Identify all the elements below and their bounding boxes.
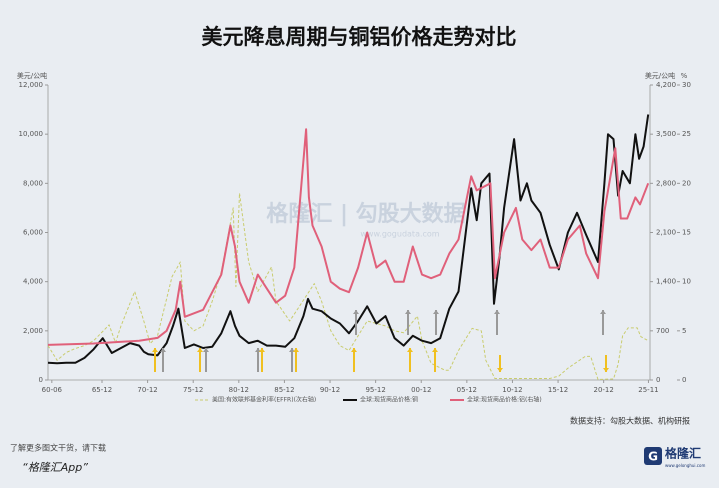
y2-tick-label: 2,800 bbox=[656, 179, 676, 187]
arrow-head bbox=[600, 310, 606, 314]
x-tick-label: 60-06 bbox=[42, 386, 63, 394]
logo: 格隆汇 bbox=[665, 446, 701, 461]
logo-site: www.gelonghui.com bbox=[665, 463, 705, 468]
y3-tick-label: 25 bbox=[682, 130, 691, 138]
y-tick-label: 8,000 bbox=[23, 179, 43, 187]
y2-tick-label: 0 bbox=[656, 376, 660, 384]
arrow-head bbox=[432, 348, 438, 352]
y2-tick-label: 1,400 bbox=[656, 278, 676, 286]
y3-tick-label: 5 bbox=[682, 327, 686, 335]
y-tick-label: 6,000 bbox=[23, 229, 43, 237]
y2-tick-label: 3,500 bbox=[656, 130, 676, 138]
arrow-head bbox=[497, 368, 503, 372]
x-tick-label: 85-12 bbox=[274, 386, 294, 394]
y2-axis-label: 美元/公吨 bbox=[645, 71, 675, 80]
x-tick-label: 05-12 bbox=[457, 386, 477, 394]
watermark: 格隆汇 | 勾股大数据 bbox=[266, 201, 465, 227]
arrow-head bbox=[289, 348, 295, 352]
legend-label: 全球:现货商品价格:铝(右轴) bbox=[467, 396, 542, 404]
x-tick-label: 70-12 bbox=[137, 386, 157, 394]
series-line bbox=[47, 114, 650, 365]
y3-tick-label: 20 bbox=[682, 179, 691, 187]
source: 数据支持：勾股大数据、机构研报 bbox=[570, 416, 690, 426]
arrow-head bbox=[203, 348, 209, 352]
arrow-head bbox=[160, 348, 166, 352]
footer-text: 了解更多图文干货，请下载 bbox=[10, 443, 106, 453]
arrow-head bbox=[255, 348, 261, 352]
arrow-head bbox=[603, 368, 609, 372]
chart-title: 美元降息周期与铜铝价格走势对比 bbox=[202, 25, 517, 49]
arrow-head bbox=[293, 348, 299, 352]
arrow-head bbox=[152, 348, 158, 352]
legend-label: 全球:现货商品价格:铜 bbox=[360, 396, 418, 404]
y3-axis-label: % bbox=[681, 72, 688, 80]
x-tick-label: 25-11 bbox=[638, 386, 658, 394]
y-tick-label: 4,000 bbox=[23, 278, 43, 286]
y-tick-label: 0 bbox=[39, 376, 43, 384]
x-tick-label: 00-12 bbox=[411, 386, 431, 394]
y2-tick-label: 700 bbox=[656, 327, 669, 335]
logo-mark: G bbox=[648, 450, 658, 464]
watermark-site: www.gogudata.com bbox=[360, 230, 439, 239]
logo-icon bbox=[644, 447, 662, 465]
x-tick-label: 65-12 bbox=[92, 386, 112, 394]
y3-tick-label: 0 bbox=[682, 376, 686, 384]
footer bbox=[0, 435, 719, 488]
x-tick-label: 10-12 bbox=[502, 386, 522, 394]
y-tick-label: 12,000 bbox=[19, 81, 44, 89]
x-tick-label: 75-12 bbox=[183, 386, 203, 394]
y3-tick-label: 15 bbox=[682, 229, 691, 237]
arrow-head bbox=[353, 310, 359, 314]
arrow-head bbox=[197, 348, 203, 352]
y3-tick-label: 30 bbox=[682, 81, 691, 89]
x-tick-label: 15-12 bbox=[548, 386, 568, 394]
footer-app: “格隆汇App” bbox=[22, 461, 88, 474]
x-tick-label: 20-12 bbox=[593, 386, 613, 394]
x-tick-label: 95-12 bbox=[365, 386, 385, 394]
legend-label: 美国:有效联邦基金利率(EFFR)(次右轴) bbox=[212, 396, 316, 404]
series-line bbox=[47, 128, 650, 346]
y3-tick-label: 10 bbox=[682, 278, 691, 286]
arrow-head bbox=[259, 348, 265, 352]
y2-tick-label: 4,200 bbox=[656, 81, 676, 89]
y-tick-label: 2,000 bbox=[23, 327, 43, 335]
arrow-head bbox=[407, 348, 413, 352]
x-tick-label: 90-12 bbox=[320, 386, 340, 394]
y2-tick-label: 2,100 bbox=[656, 229, 676, 237]
arrow-head bbox=[433, 310, 439, 314]
arrow-head bbox=[405, 310, 411, 314]
arrow-head bbox=[494, 310, 500, 314]
y-tick-label: 10,000 bbox=[19, 130, 44, 138]
y-axis-label: 美元/公吨 bbox=[17, 71, 47, 80]
x-tick-label: 80-12 bbox=[229, 386, 249, 394]
arrow-head bbox=[351, 348, 357, 352]
